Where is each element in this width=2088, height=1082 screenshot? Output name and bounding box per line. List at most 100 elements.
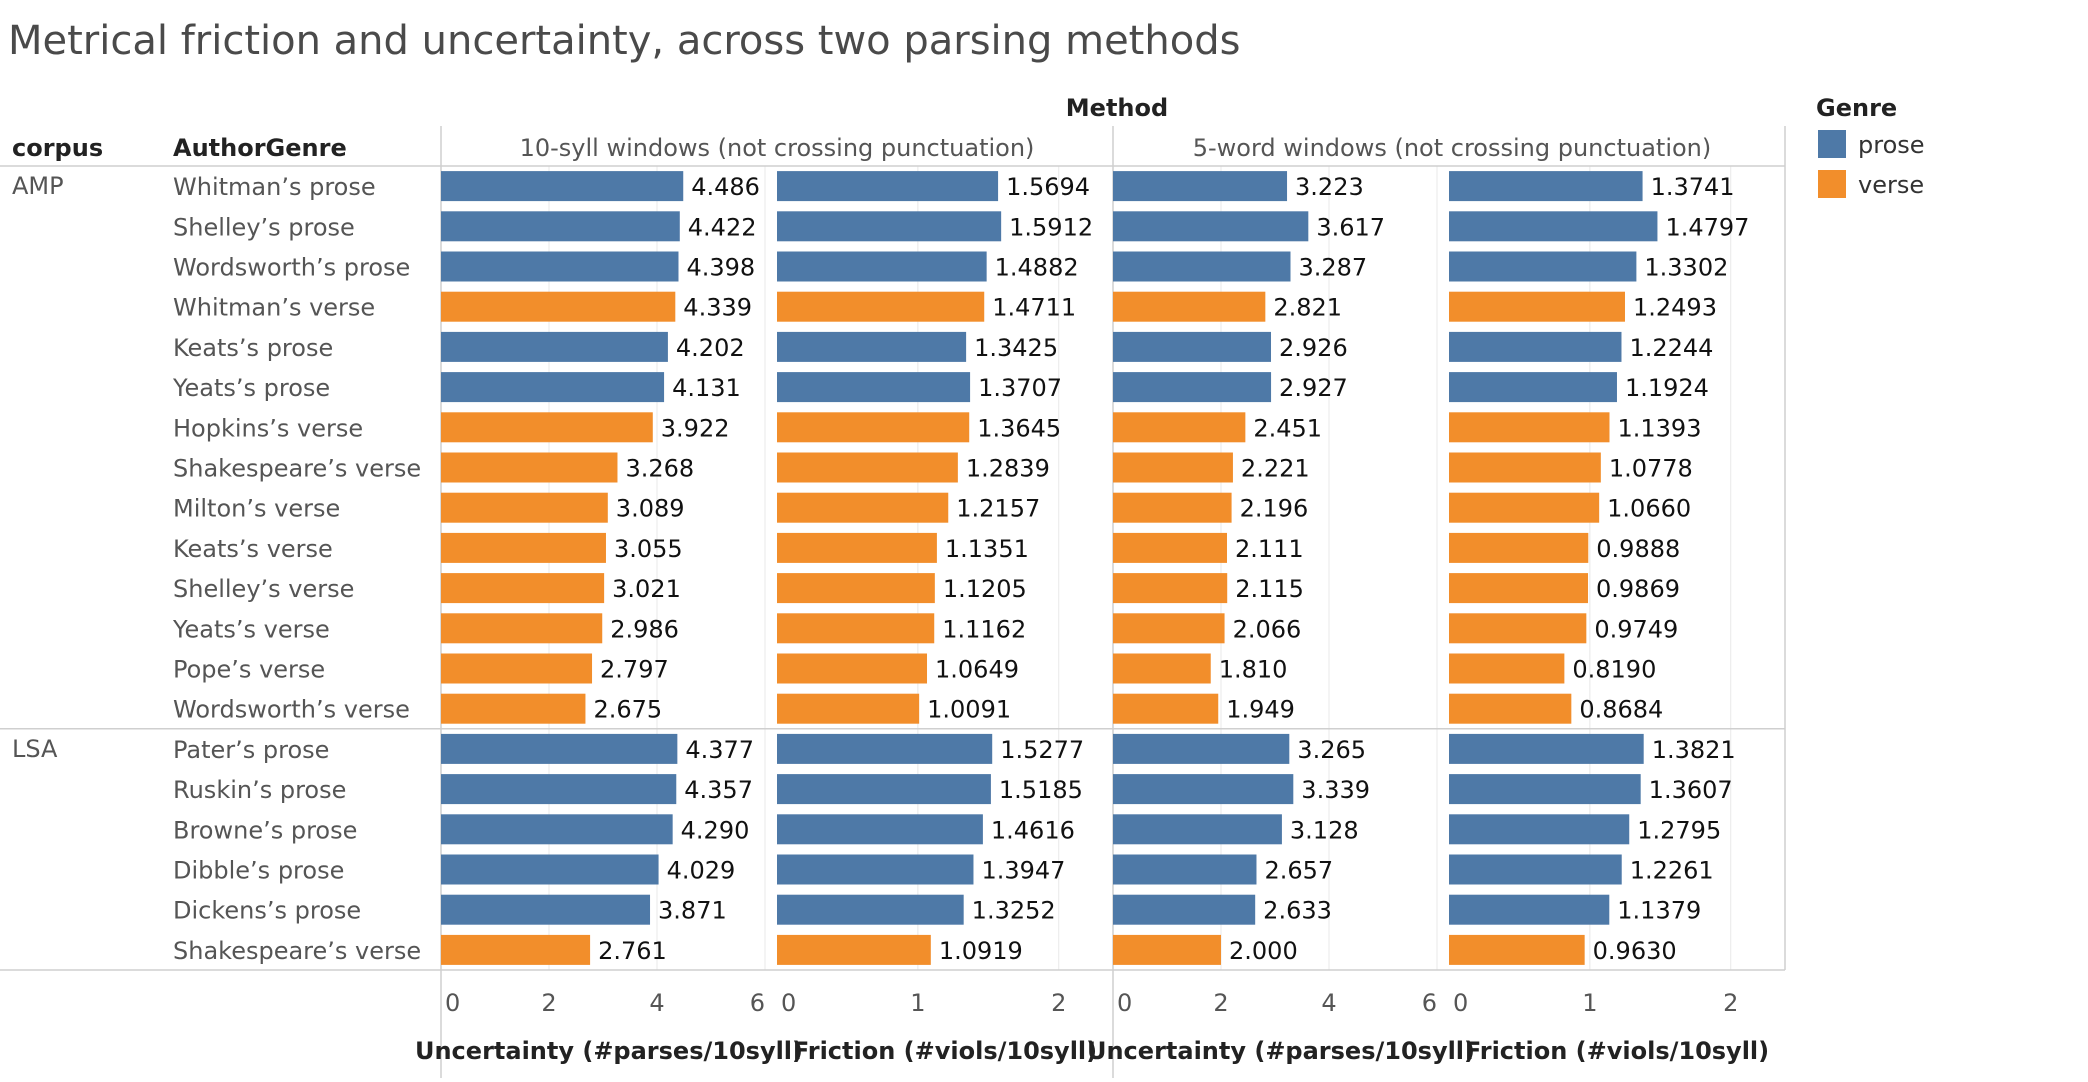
row-label: Whitman’s verse xyxy=(173,294,375,322)
bar-verse[interactable] xyxy=(441,412,653,443)
bar-verse[interactable] xyxy=(441,573,605,604)
bar-verse[interactable] xyxy=(441,653,593,684)
bar-prose[interactable] xyxy=(1113,251,1291,282)
bar-verse[interactable] xyxy=(1449,452,1601,483)
bar-prose[interactable] xyxy=(1113,894,1256,925)
bar-verse[interactable] xyxy=(1449,291,1625,322)
bar-prose[interactable] xyxy=(1449,251,1637,282)
bar-prose[interactable] xyxy=(441,894,651,925)
bar-prose[interactable] xyxy=(1449,733,1644,764)
value-label: 2.926 xyxy=(1279,334,1348,362)
bar-verse[interactable] xyxy=(1113,613,1225,644)
bar-verse[interactable] xyxy=(1113,653,1211,684)
bar-prose[interactable] xyxy=(1113,774,1294,805)
bar-verse[interactable] xyxy=(777,613,935,644)
value-label: 0.9630 xyxy=(1593,937,1677,965)
bar-verse[interactable] xyxy=(777,653,928,684)
bar-prose[interactable] xyxy=(777,894,964,925)
bar-verse[interactable] xyxy=(1449,492,1600,523)
bar-prose[interactable] xyxy=(1113,814,1282,845)
value-label: 1.1351 xyxy=(945,535,1029,563)
bar-verse[interactable] xyxy=(777,934,931,965)
bar-verse[interactable] xyxy=(441,452,618,483)
bar-prose[interactable] xyxy=(441,211,680,242)
bar-verse[interactable] xyxy=(777,573,935,604)
bar-prose[interactable] xyxy=(1113,733,1290,764)
bar-prose[interactable] xyxy=(1449,894,1610,925)
bar-verse[interactable] xyxy=(1449,532,1589,563)
bar-prose[interactable] xyxy=(777,171,999,202)
bar-prose[interactable] xyxy=(1113,211,1309,242)
bar-verse[interactable] xyxy=(441,291,676,322)
value-label: 1.3645 xyxy=(977,414,1061,442)
bar-verse[interactable] xyxy=(441,532,606,563)
bar-prose[interactable] xyxy=(777,733,993,764)
bar-verse[interactable] xyxy=(1113,532,1227,563)
bar-prose[interactable] xyxy=(1113,372,1272,403)
row-label: Wordsworth’s prose xyxy=(173,254,410,282)
bar-verse[interactable] xyxy=(441,613,603,644)
bar-verse[interactable] xyxy=(1113,412,1246,443)
bar-verse[interactable] xyxy=(1449,613,1587,644)
bar-prose[interactable] xyxy=(1449,854,1622,885)
bar-verse[interactable] xyxy=(1449,934,1585,965)
bar-verse[interactable] xyxy=(777,452,958,483)
bar-verse[interactable] xyxy=(441,492,608,523)
bar-verse[interactable] xyxy=(1113,452,1233,483)
bar-prose[interactable] xyxy=(777,331,967,362)
bar-verse[interactable] xyxy=(777,693,920,724)
value-label: 1.2839 xyxy=(966,455,1050,483)
value-label: 1.810 xyxy=(1219,656,1288,684)
bar-prose[interactable] xyxy=(441,733,678,764)
value-label: 3.287 xyxy=(1298,254,1367,282)
method-header: Method xyxy=(1066,94,1168,122)
bar-prose[interactable] xyxy=(777,854,974,885)
bar-prose[interactable] xyxy=(441,372,665,403)
bar-prose[interactable] xyxy=(1113,854,1257,885)
bar-verse[interactable] xyxy=(1449,573,1589,604)
bar-verse[interactable] xyxy=(1113,693,1219,724)
bar-prose[interactable] xyxy=(441,774,677,805)
bar-prose[interactable] xyxy=(1449,171,1643,202)
bar-prose[interactable] xyxy=(1449,331,1622,362)
bar-prose[interactable] xyxy=(1113,171,1288,202)
bar-prose[interactable] xyxy=(441,854,659,885)
bar-prose[interactable] xyxy=(777,814,983,845)
value-label: 4.398 xyxy=(686,254,755,282)
bar-verse[interactable] xyxy=(1449,653,1565,684)
value-label: 3.223 xyxy=(1295,173,1364,201)
bar-verse[interactable] xyxy=(777,291,985,322)
bar-verse[interactable] xyxy=(1113,573,1228,604)
bar-prose[interactable] xyxy=(441,171,684,202)
bar-prose[interactable] xyxy=(777,211,1002,242)
bar-verse[interactable] xyxy=(1449,693,1572,724)
bar-verse[interactable] xyxy=(441,934,591,965)
bar-prose[interactable] xyxy=(777,251,987,282)
bar-prose[interactable] xyxy=(441,331,668,362)
tick-label: 0 xyxy=(781,989,796,1017)
bar-prose[interactable] xyxy=(1449,814,1630,845)
bar-prose[interactable] xyxy=(441,814,673,845)
bar-prose[interactable] xyxy=(1449,774,1641,805)
bar-verse[interactable] xyxy=(1449,412,1610,443)
bar-verse[interactable] xyxy=(441,693,586,724)
value-label: 2.657 xyxy=(1264,857,1333,885)
bar-verse[interactable] xyxy=(1113,492,1232,523)
bar-prose[interactable] xyxy=(1449,211,1658,242)
value-label: 2.221 xyxy=(1241,455,1310,483)
bar-prose[interactable] xyxy=(1449,372,1617,403)
bar-verse[interactable] xyxy=(777,412,970,443)
value-label: 1.3607 xyxy=(1649,776,1733,804)
bar-prose[interactable] xyxy=(777,774,991,805)
legend: Genre prose verse xyxy=(1816,94,1925,199)
bar-prose[interactable] xyxy=(1113,331,1272,362)
bar-prose[interactable] xyxy=(441,251,679,282)
tick-label: 2 xyxy=(1213,989,1228,1017)
bar-verse[interactable] xyxy=(777,532,937,563)
bar-verse[interactable] xyxy=(777,492,949,523)
bar-verse[interactable] xyxy=(1113,934,1221,965)
tick-label: 1 xyxy=(910,989,925,1017)
bar-prose[interactable] xyxy=(777,372,971,403)
bar-verse[interactable] xyxy=(1113,291,1266,322)
